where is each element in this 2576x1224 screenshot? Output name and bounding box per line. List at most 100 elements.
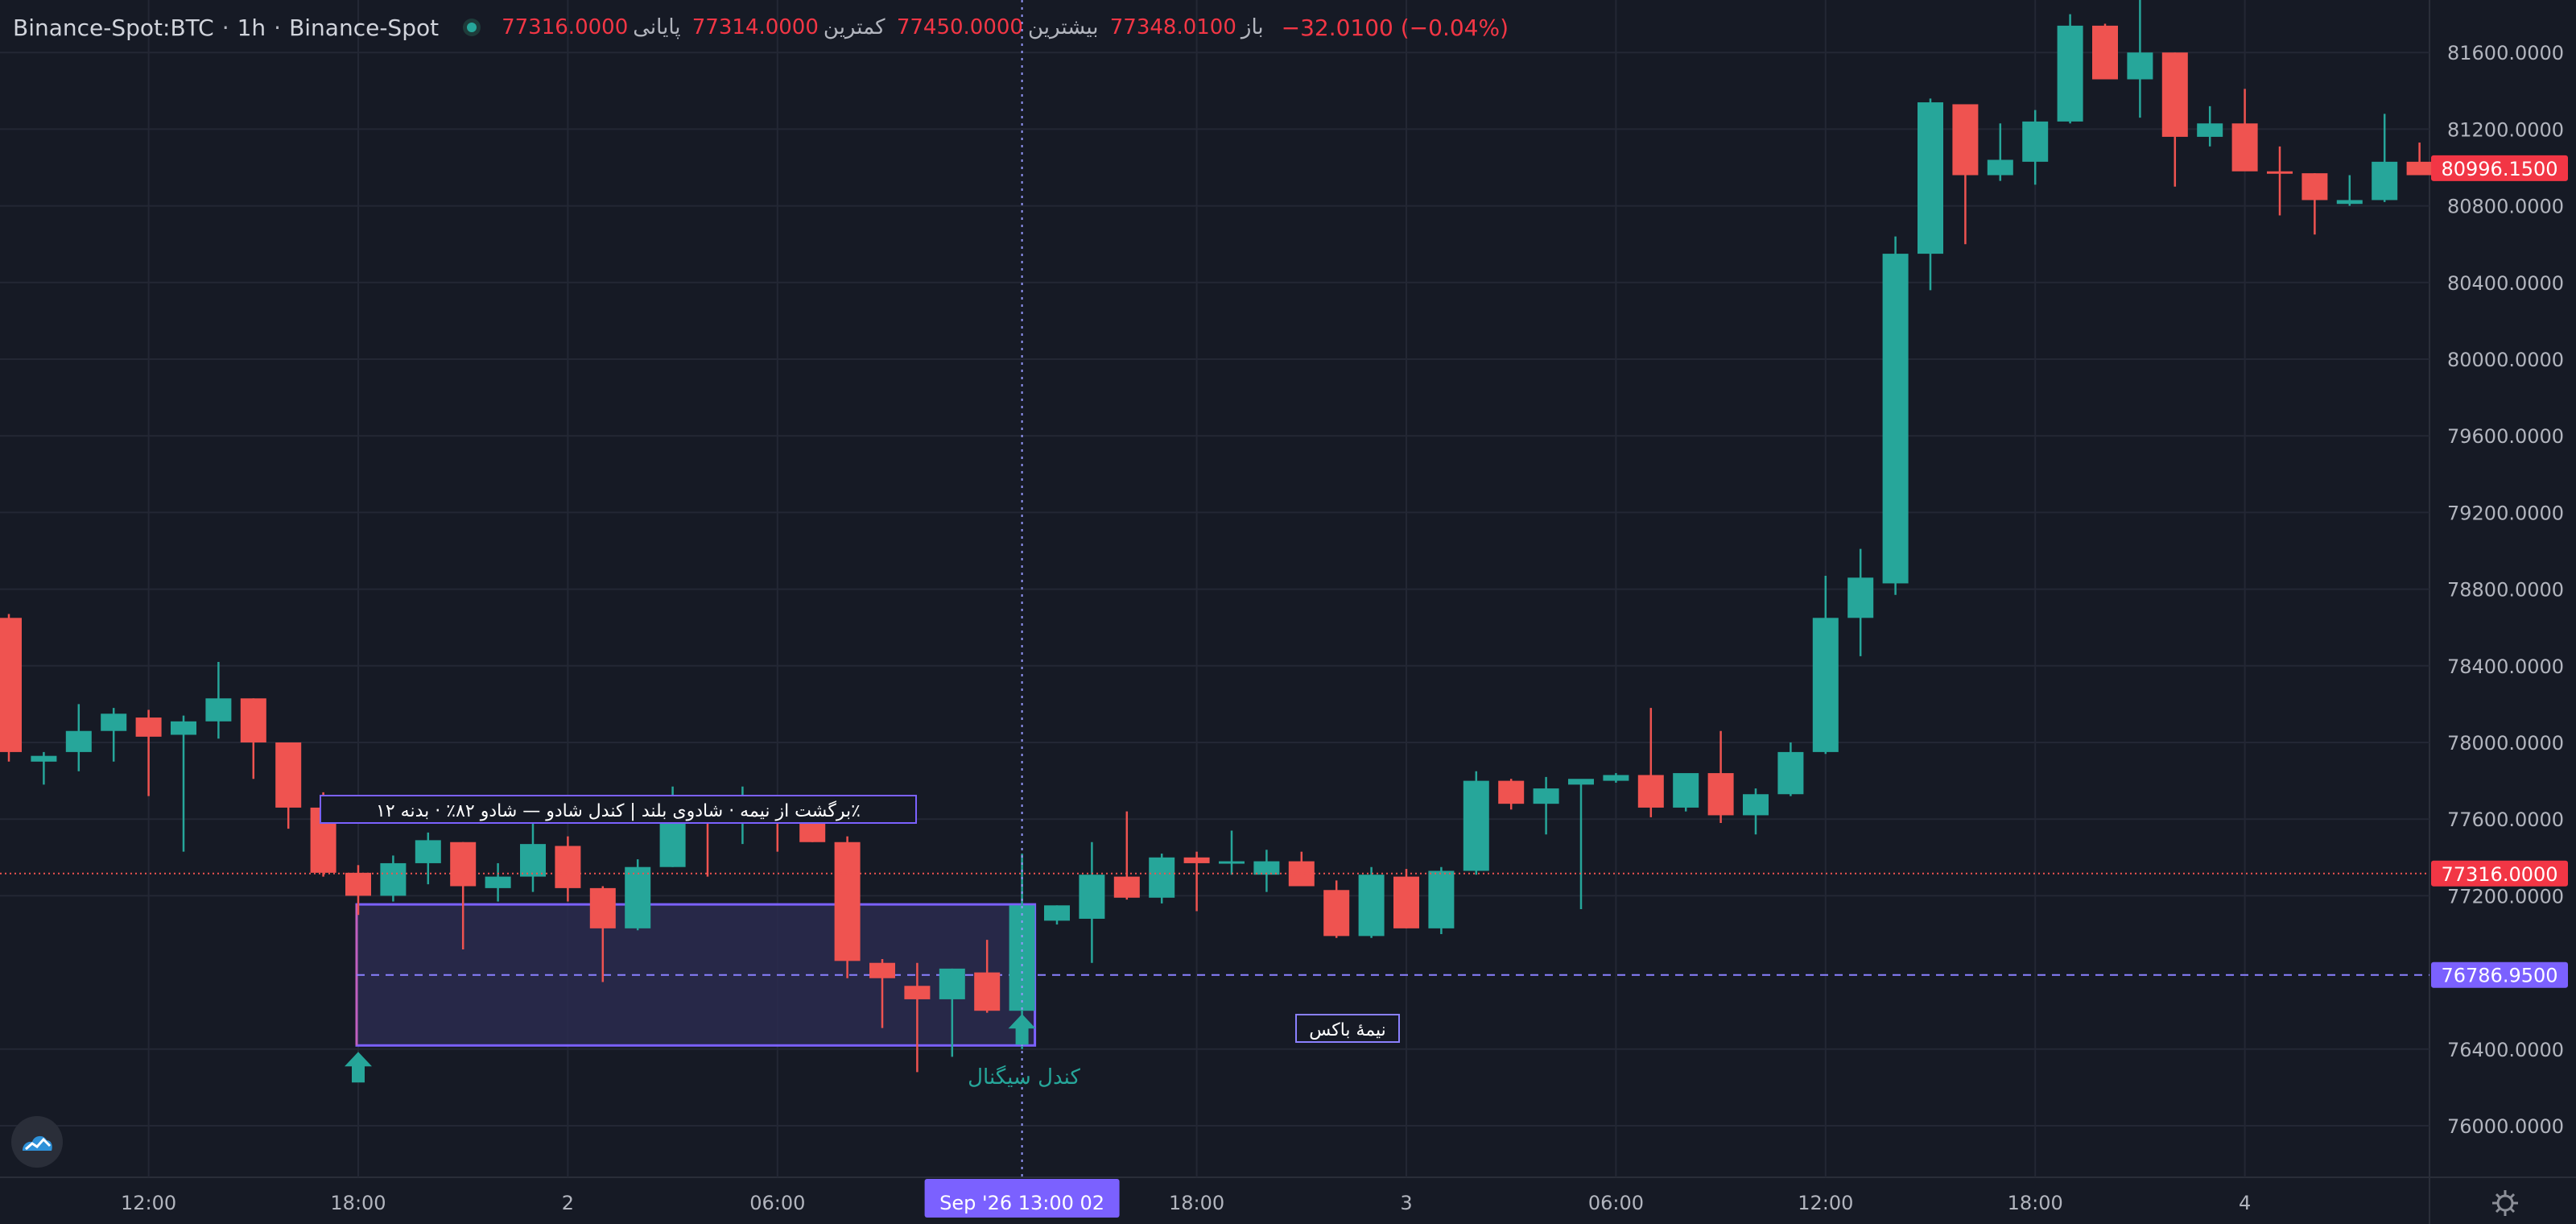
- price-tick-label: 81200.0000: [2447, 118, 2564, 141]
- candle-body: [2372, 161, 2398, 201]
- candle-body: [904, 986, 931, 999]
- price-tick-label: 76400.0000: [2447, 1039, 2564, 1061]
- high-value: 77450.0000: [896, 15, 1023, 39]
- candle-body: [1603, 775, 1629, 781]
- candle-body: [869, 962, 895, 978]
- time-tick-label: 18:00: [1169, 1192, 1224, 1214]
- price-tick-label: 77600.0000: [2447, 808, 2564, 831]
- interval-label[interactable]: 1h: [237, 14, 266, 41]
- candle-body: [1777, 751, 1804, 795]
- candle-body: [520, 844, 546, 877]
- candle-body: [65, 730, 92, 752]
- candle-body: [2197, 123, 2223, 137]
- candle-body: [1918, 102, 1943, 254]
- candle-body: [485, 876, 511, 888]
- candle-body: [1987, 159, 2013, 176]
- candle-body: [101, 713, 127, 731]
- time-tick-label: 18:00: [330, 1192, 386, 1214]
- price-badge-label: 76786.9500: [2441, 965, 2557, 987]
- candles: [0, 0, 2433, 1073]
- candle-body: [1079, 875, 1105, 919]
- market-status-icon: [463, 19, 481, 36]
- time-tick-label: 12:00: [121, 1192, 176, 1214]
- candle-body: [31, 755, 57, 762]
- price-badge: [2431, 155, 2568, 181]
- crosshair-time-badge: [924, 1179, 1120, 1218]
- candle-body: [2092, 25, 2118, 80]
- candle-body: [240, 698, 266, 742]
- candle-body: [0, 618, 22, 752]
- candle-body: [2127, 52, 2153, 80]
- candle-body: [2336, 200, 2363, 205]
- price-tick-label: 78800.0000: [2447, 579, 2564, 602]
- price-tick-label: 80000.0000: [2447, 349, 2564, 371]
- candle-body: [2022, 121, 2049, 162]
- time-tick-label: 2: [562, 1192, 574, 1214]
- mid-label: نیمهٔ باکس: [1309, 1020, 1386, 1040]
- ohlc-values: باز77348.0100 بیشترین77450.0000 کمترین 77…: [502, 15, 1269, 39]
- candle-body: [1568, 779, 1594, 785]
- candle-body: [1882, 254, 1909, 584]
- close-value: 77316.0000: [502, 15, 629, 39]
- symbol-name[interactable]: Binance-Spot:BTC: [13, 14, 214, 41]
- price-tick-label: 76000.0000: [2447, 1115, 2564, 1138]
- candle-body: [1637, 775, 1664, 808]
- close-label: پایانی: [633, 15, 681, 39]
- candle-body: [275, 742, 302, 808]
- time-tick-label: 12:00: [1798, 1192, 1853, 1214]
- candle-body: [1463, 780, 1489, 871]
- candle-body: [1044, 905, 1070, 921]
- pattern-label: ٪برگشت از نیمه · شادوی بلند | کندل شادو …: [376, 800, 861, 821]
- price-tick-label: 78400.0000: [2447, 655, 2564, 678]
- candle-body: [2301, 173, 2328, 201]
- signal-label: کندل سیگنال: [968, 1065, 1080, 1090]
- logo-icon[interactable]: [11, 1116, 63, 1168]
- candle-body: [834, 842, 861, 961]
- price-axis[interactable]: 82800.000082400.000082000.000081600.0000…: [2431, 0, 2568, 1138]
- candle-body: [135, 717, 162, 737]
- candle-body: [2406, 161, 2433, 176]
- candle-body: [589, 887, 616, 928]
- candle-body: [1323, 890, 1350, 937]
- candle-body: [1952, 104, 1979, 176]
- candle-body: [1393, 876, 1419, 928]
- candle-body: [1812, 618, 1839, 752]
- price-badge: [2431, 860, 2568, 887]
- pattern-label-box: [320, 795, 917, 824]
- candle-body: [380, 862, 407, 896]
- time-tick-label: 06:00: [749, 1192, 805, 1214]
- candle-body: [415, 840, 441, 863]
- price-tick-label: 80800.0000: [2447, 196, 2564, 218]
- low-label: کمترین: [823, 15, 886, 39]
- signal-box: [355, 903, 2429, 1047]
- time-axis[interactable]: 12:00 18:00 2 06:00 18:00 3 06:00 12:00 18:00 4 Se…: [121, 1179, 2251, 1218]
- symbol-legend: Binance-Spot:BTC · 1h · Binance-Spot باز…: [13, 14, 1509, 41]
- open-value: 77348.0100: [1109, 15, 1236, 39]
- candle-body: [1428, 870, 1455, 928]
- candle-body: [1219, 861, 1245, 864]
- candle-body: [345, 872, 371, 896]
- price-badge: [2431, 961, 2568, 988]
- candle-body: [1847, 577, 1874, 618]
- candle-body: [625, 866, 651, 928]
- time-tick-label: 06:00: [1588, 1192, 1644, 1214]
- candle-body: [1113, 876, 1140, 898]
- candle-body: [2161, 52, 2188, 137]
- price-tick-label: 78000.0000: [2447, 732, 2564, 755]
- candle-body: [171, 721, 196, 735]
- signal-arrow-icon: [1008, 1014, 1036, 1045]
- crosshair-time-label: Sep '26 13:00 02: [939, 1192, 1104, 1214]
- candle-body: [1673, 773, 1699, 808]
- signal-arrow-icon: [345, 1052, 372, 1083]
- gear-icon[interactable]: [2489, 1187, 2521, 1219]
- mid-label-box: [1295, 1014, 1400, 1043]
- price-badge-label: 77316.0000: [2441, 863, 2557, 886]
- price-tick-label: 79600.0000: [2447, 425, 2564, 448]
- candle-body: [1498, 780, 1525, 804]
- candle-body: [939, 968, 965, 999]
- candle-body: [1253, 861, 1280, 875]
- open-label: باز: [1241, 15, 1264, 39]
- candle-body: [2267, 171, 2293, 174]
- high-label: بیشترین: [1027, 15, 1099, 39]
